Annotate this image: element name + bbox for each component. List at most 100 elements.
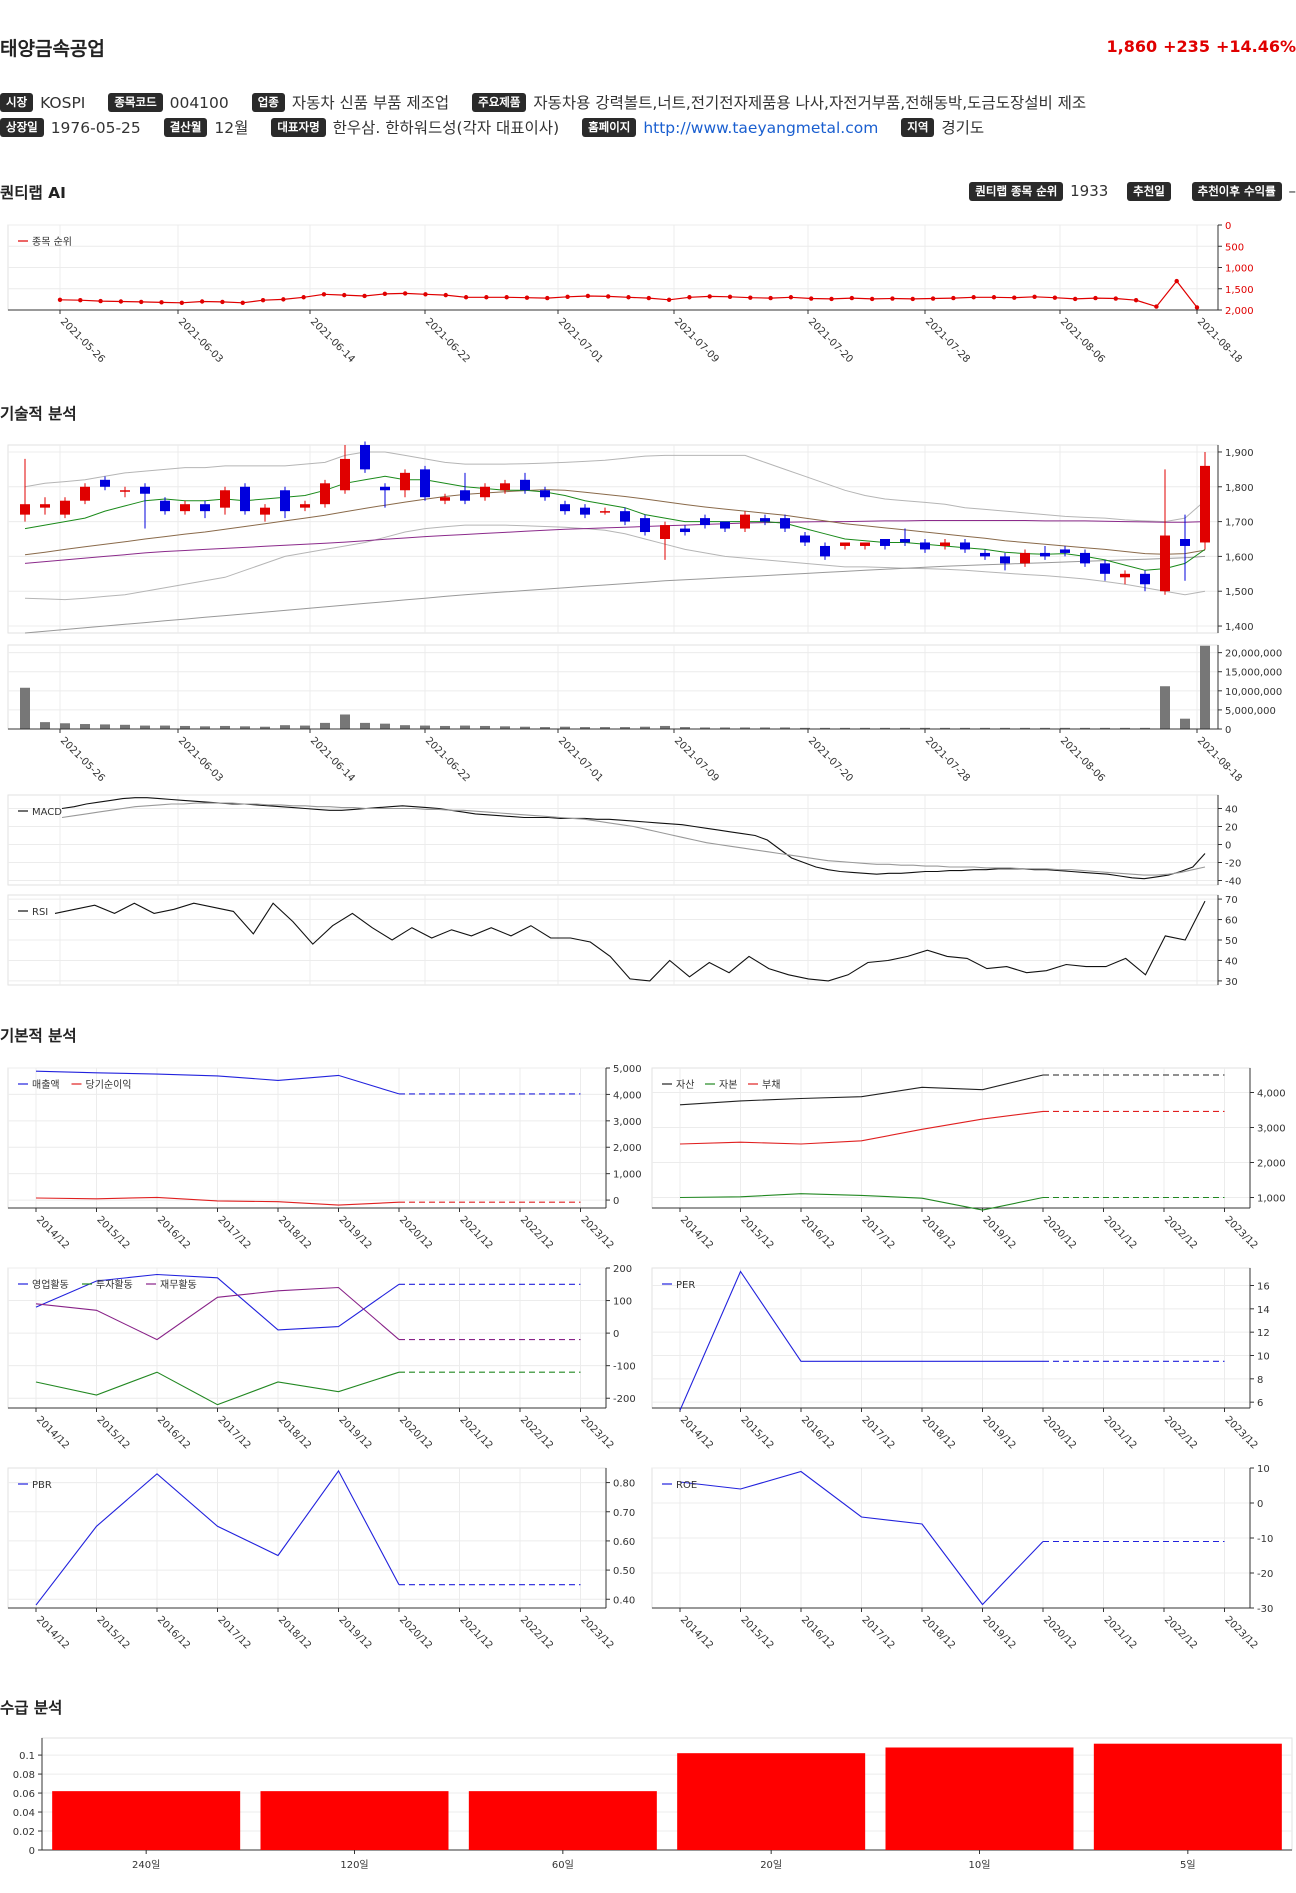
y-tick-label: 8 [1257,1375,1263,1386]
roe-chart: -30 -20 -10 0 10 2014/12 2015/12 2016/12 2017/12… [651,1464,1273,1651]
series-line [679,1074,1044,1106]
rank-point [849,295,855,301]
legend-label: 자본 [719,1079,737,1091]
x-tick-label: 2021-05-26 [58,316,107,365]
volume-bar [760,727,770,729]
candle-body [680,528,690,533]
x-tick-label: 2022/12 [518,1414,555,1451]
rsi-chart: 30 40 50 60 70 RSI [7,894,1238,988]
candle-body [760,518,770,522]
rank-point [748,295,753,300]
fiscal-month-value: 12월 [214,118,249,137]
legend-label: RSI [32,907,48,918]
volume-bar [520,726,530,729]
x-tick-label: 2016/12 [799,1214,836,1251]
rank-point [930,296,936,301]
y-tick-label: 2,000 [613,1143,642,1154]
x-tick-label: 2018/12 [276,1214,313,1251]
y-tick-label: -200 [613,1394,636,1405]
rank-point [1012,295,1017,300]
candle-body [300,504,310,508]
homepage-tag: 홈페이지 [582,118,637,137]
x-tick-label: 2019/12 [980,1214,1017,1251]
rank-point [199,299,205,304]
rank-point [1174,278,1179,284]
candle-body [660,525,670,539]
x-tick-label: 2022/12 [518,1214,555,1251]
y-tick-label: 0 [613,1196,619,1207]
y-tick-label: 20,000,000 [1225,649,1282,660]
volume-bar [400,725,410,729]
x-tick-label: 2020/12 [397,1614,434,1651]
volume-bar [820,727,830,729]
volume-bar [680,727,690,729]
x-tick-label: 2016/12 [799,1414,836,1451]
volume-bar [780,727,790,729]
y-tick-label: 0 [1225,841,1231,852]
volume-bar [540,727,550,729]
x-tick-label: 20일 [760,1859,782,1871]
homepage-link[interactable]: http://www.taeyangmetal.com [643,118,879,137]
x-tick-label: 2015/12 [738,1214,775,1251]
volume-bar [860,727,870,729]
candle-body [900,539,910,543]
rank-tag: 퀀티랩 종목 순위 [969,182,1064,201]
candle-body [740,514,750,529]
rank-point [809,296,814,301]
plot-frame [651,1067,1251,1209]
y-tick-label: -20 [1225,859,1241,870]
x-tick-label: 2016/12 [799,1614,836,1651]
volume-bar [720,727,730,729]
y-tick-label: 4,000 [1257,1089,1286,1100]
y-tick-label: 30 [1225,977,1238,988]
plot-frame [7,794,1219,886]
rank-point [139,299,144,305]
candle-body [960,542,970,550]
y-tick-label: 1,000 [613,1170,642,1181]
rank-point [788,295,794,300]
volume-bar [80,724,90,729]
quantilab-meta: 퀀티랩 종목 순위 1933 추천일 추천이후 수익률 – [955,182,1296,201]
volume-bar [560,726,570,729]
x-tick-label: 2023/12 [578,1414,615,1451]
x-tick-label: 2021/12 [457,1214,494,1251]
volume-bar [580,727,590,729]
series-line [679,1193,1044,1211]
candle-body [180,504,190,512]
y-tick-label: 0 [613,1329,619,1340]
pbr-chart: 0.40 0.50 0.60 0.70 0.80 2014/12 2015/12 2016/1… [7,1467,635,1651]
rank-point [605,294,611,299]
candle-body [1080,552,1090,564]
y-tick-label: 5,000,000 [1225,706,1276,717]
x-tick-label: 2021-08-18 [1195,316,1244,365]
rank-chart: 0 500 1,000 1,500 2,000 2021-05-26 2021-06-03 2… [7,221,1254,365]
y-tick-label: 0.70 [613,1508,635,1519]
volume-bar [640,726,650,729]
candle-body [720,521,730,529]
y-tick-label: 200 [613,1264,632,1275]
rank-point [707,294,712,299]
y-tick-label: 40 [1225,805,1238,816]
section-title-supply: 수급 분석 [0,1699,63,1717]
x-tick-label: 2017/12 [215,1614,252,1651]
x-tick-label: 2014/12 [678,1614,715,1651]
x-tick-label: 2014/12 [34,1614,71,1651]
candle-body [280,490,290,512]
industry-value: 자동차 신품 부품 제조업 [291,93,450,112]
supply-bar [677,1753,866,1850]
y-tick-label: 15,000,000 [1225,668,1282,679]
volume-bar [880,727,890,729]
y-tick-label: 6 [1257,1398,1263,1409]
y-tick-label: 12 [1257,1328,1270,1339]
candle-body [880,539,890,546]
section-title-quantilab: 퀀티랩 AI [0,184,66,202]
rank-point [991,295,997,300]
candle-body [360,445,370,470]
rank-point [1072,296,1078,302]
candle-body [1160,535,1170,592]
x-tick-label: 2021-07-09 [672,735,721,784]
volume-bar [940,727,950,729]
x-tick-label: 2014/12 [34,1214,71,1251]
candle-body [520,479,530,491]
x-tick-label: 2020/12 [1041,1414,1078,1451]
